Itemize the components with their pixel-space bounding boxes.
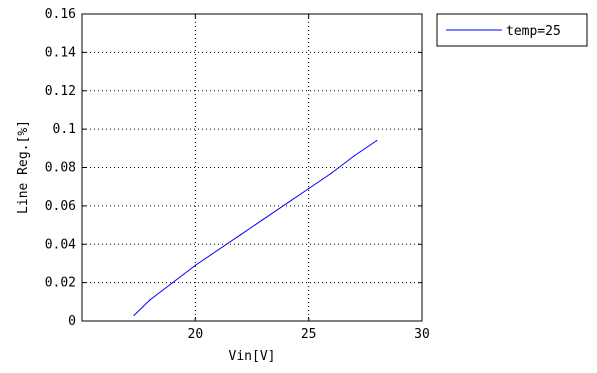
x-tick-label-30: 30 <box>414 327 430 342</box>
y-tick-label-0-08: 0.08 <box>45 161 76 176</box>
data-point-temp-25-4 <box>217 249 219 251</box>
data-point-temp-25-1 <box>149 299 151 301</box>
series-layer <box>133 140 378 316</box>
data-point-temp-25-2 <box>172 282 174 284</box>
data-point-temp-25-3 <box>194 264 196 266</box>
data-point-temp-25-5 <box>240 234 242 236</box>
x-tick-labels: 20 25 30 <box>188 327 430 342</box>
data-point-temp-25-9 <box>330 172 332 174</box>
x-tick-label-20: 20 <box>188 327 204 342</box>
data-point-temp-25-11 <box>376 140 378 142</box>
y-tick-label-0-06: 0.06 <box>45 199 76 214</box>
y-tick-label-0-16: 0.16 <box>45 7 76 22</box>
x-axis-label: Vin[V] <box>229 349 276 364</box>
y-tick-label-0-14: 0.14 <box>45 45 76 60</box>
legend-label-temp-25: temp=25 <box>506 24 561 39</box>
x-tick-label-25: 25 <box>301 327 317 342</box>
data-point-temp-25-10 <box>353 155 355 157</box>
y-tick-label-0-02: 0.02 <box>45 276 76 291</box>
series-line-temp-25 <box>133 140 377 316</box>
grid-lines <box>82 14 422 321</box>
data-point-temp-25-0 <box>133 314 135 316</box>
y-tick-label-0-1: 0.1 <box>53 122 76 137</box>
y-tick-label-0: 0 <box>68 314 76 329</box>
data-point-temp-25-6 <box>262 218 264 220</box>
legend: temp=25 <box>436 13 588 47</box>
data-point-temp-25-8 <box>308 188 310 190</box>
y-tick-label-0-12: 0.12 <box>45 84 76 99</box>
y-tick-labels: 0 0.02 0.04 0.06 0.08 0.1 0.12 0.14 0.16 <box>45 7 76 329</box>
y-tick-label-0-04: 0.04 <box>45 237 76 252</box>
data-point-temp-25-7 <box>285 203 287 205</box>
y-axis-label: Line Reg.[%] <box>16 120 31 214</box>
tick-marks <box>82 13 423 322</box>
